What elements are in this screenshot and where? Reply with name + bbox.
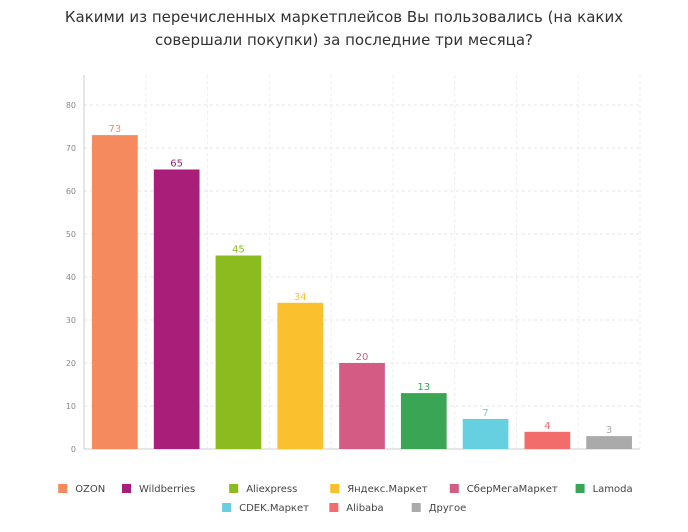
data-label-1: 65: [170, 159, 183, 170]
legend-label-8[interactable]: Другое: [429, 503, 467, 514]
y-tick-label: 20: [66, 359, 76, 368]
y-tick-label: 50: [66, 230, 76, 239]
data-label-6: 7: [482, 408, 488, 419]
legend-swatch-8[interactable]: [411, 503, 421, 512]
chart-title-line-1: Какими из перечисленных маркетплейсов Вы…: [64, 8, 624, 26]
bar-2[interactable]: [215, 255, 262, 450]
legend-swatch-7[interactable]: [329, 503, 339, 512]
legend-label-7[interactable]: Alibaba: [346, 503, 383, 514]
data-label-0: 73: [109, 124, 122, 135]
y-tick-label: 0: [71, 445, 76, 454]
legend-label-1[interactable]: Wildberries: [139, 484, 195, 495]
data-label-4: 20: [356, 352, 369, 363]
chart-title: Какими из перечисленных маркетплейсов Вы…: [0, 6, 688, 52]
bar-7[interactable]: [524, 431, 571, 449]
data-label-7: 4: [544, 421, 550, 432]
bar-6[interactable]: [462, 418, 509, 449]
legend-swatch-3[interactable]: [330, 484, 340, 493]
bar-0[interactable]: [92, 135, 138, 449]
data-label-2: 45: [232, 245, 245, 256]
y-tick-label: 10: [66, 402, 76, 411]
data-label-5: 13: [417, 382, 430, 393]
data-label-3: 34: [294, 292, 307, 303]
legend-swatch-5[interactable]: [575, 484, 585, 493]
legend-swatch-2[interactable]: [229, 484, 239, 493]
legend-swatch-6[interactable]: [222, 503, 232, 512]
legend-swatch-4[interactable]: [449, 484, 459, 493]
bar-3[interactable]: [277, 302, 324, 449]
y-tick-label: 30: [66, 316, 76, 325]
bar-4[interactable]: [339, 363, 385, 449]
legend-label-2[interactable]: Aliexpress: [246, 484, 297, 495]
legend-label-0[interactable]: OZON: [75, 484, 105, 495]
bar-5[interactable]: [400, 393, 447, 449]
y-tick-label: 60: [66, 187, 76, 196]
legend-label-4[interactable]: СберМегаМаркет: [467, 484, 558, 495]
y-tick-label: 40: [66, 273, 76, 282]
legend-label-6[interactable]: CDEK.Маркет: [239, 503, 309, 514]
bar-8[interactable]: [586, 436, 632, 449]
bar-1[interactable]: [153, 169, 200, 450]
y-tick-label: 70: [66, 144, 76, 153]
legend-label-5[interactable]: Lamoda: [593, 484, 633, 495]
legend-swatch-1[interactable]: [122, 484, 131, 493]
data-label-8: 3: [606, 425, 612, 436]
y-tick-label: 80: [66, 101, 76, 110]
legend-label-3[interactable]: Яндекс.Маркет: [347, 484, 428, 495]
legend-swatch-0[interactable]: [58, 484, 68, 493]
chart-title-line-2: совершали покупки) за последние три меся…: [154, 31, 534, 49]
